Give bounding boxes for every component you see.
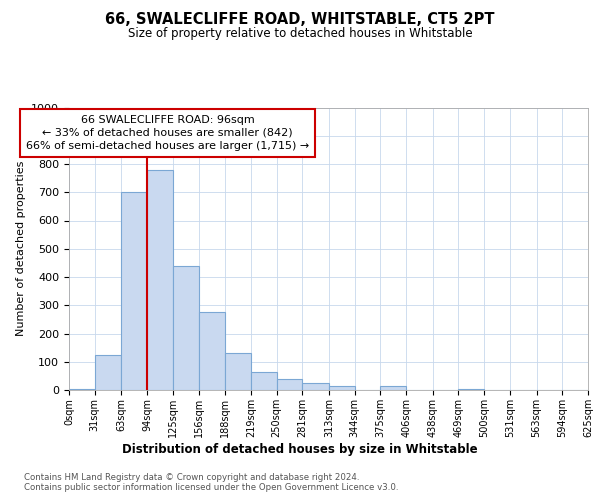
Bar — [251, 372, 277, 390]
Text: Distribution of detached houses by size in Whitstable: Distribution of detached houses by size … — [122, 442, 478, 456]
Bar — [277, 378, 302, 390]
Bar — [199, 312, 225, 390]
Y-axis label: Number of detached properties: Number of detached properties — [16, 161, 26, 336]
Bar — [225, 354, 251, 390]
Bar — [458, 388, 484, 390]
Bar — [69, 388, 95, 390]
Bar — [380, 386, 406, 390]
Bar — [147, 170, 173, 390]
Text: 66 SWALECLIFFE ROAD: 96sqm
← 33% of detached houses are smaller (842)
66% of sem: 66 SWALECLIFFE ROAD: 96sqm ← 33% of deta… — [26, 114, 309, 151]
Bar — [329, 386, 355, 390]
Text: Size of property relative to detached houses in Whitstable: Size of property relative to detached ho… — [128, 28, 472, 40]
Bar — [302, 383, 329, 390]
Text: Contains HM Land Registry data © Crown copyright and database right 2024.: Contains HM Land Registry data © Crown c… — [24, 472, 359, 482]
Text: 66, SWALECLIFFE ROAD, WHITSTABLE, CT5 2PT: 66, SWALECLIFFE ROAD, WHITSTABLE, CT5 2P… — [105, 12, 495, 28]
Bar — [95, 354, 121, 390]
Text: Contains public sector information licensed under the Open Government Licence v3: Contains public sector information licen… — [24, 484, 398, 492]
Bar — [173, 266, 199, 390]
Bar — [121, 192, 147, 390]
